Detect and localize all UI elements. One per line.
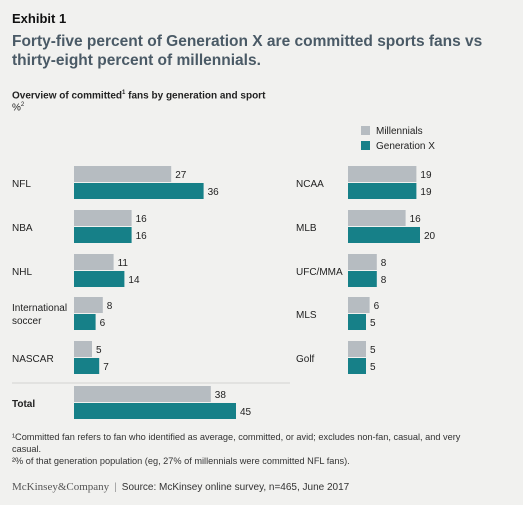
exhibit-label: Exhibit 1 — [12, 11, 67, 26]
data-label-genx-nhl: 14 — [128, 275, 140, 286]
chart-title: Forty-five percent of Generation X are c… — [12, 33, 483, 69]
data-label-millennials-mlb: 16 — [410, 214, 422, 225]
bar-millennials-ncaa — [348, 166, 417, 182]
category-label-golf: Golf — [296, 354, 315, 365]
bar-genx-ufc-mma — [348, 271, 377, 287]
data-label-genx-nfl: 36 — [208, 187, 220, 198]
bar-genx-nba — [74, 227, 132, 243]
bar-millennials-ufc-mma — [348, 254, 377, 270]
data-label-genx-total: 45 — [240, 407, 252, 418]
category-label-nhl: NHL — [12, 267, 32, 278]
category-label-nfl: NFL — [12, 179, 31, 190]
source-separator: | — [114, 482, 117, 493]
bar-genx-total — [74, 403, 236, 419]
source-text: Source: McKinsey online survey, n=465, J… — [121, 482, 350, 493]
bar-millennials-mlb — [348, 210, 406, 226]
legend-swatch-millennials — [361, 126, 370, 135]
data-label-millennials-nba: 16 — [136, 214, 148, 225]
bar-genx-nascar — [74, 358, 100, 374]
bar-genx-nhl — [74, 271, 125, 287]
bar-millennials-golf — [348, 341, 366, 357]
data-label-genx-ufc-mma: 8 — [381, 275, 387, 286]
data-label-millennials-total: 38 — [215, 390, 227, 401]
data-label-genx-golf: 5 — [370, 362, 376, 373]
legend-label-millennials: Millennials — [376, 126, 423, 137]
category-label-total: Total — [12, 399, 35, 410]
bar-chart: NFL 27 36 NBA 16 16 NHL 11 14 International soccer… — [12, 126, 436, 419]
bar-genx-ncaa — [348, 183, 417, 199]
data-label-genx-mlb: 20 — [424, 231, 436, 242]
legend-swatch-genx — [361, 141, 370, 150]
chart-subtitle: Overview of committed1 fans by generatio… — [12, 90, 266, 102]
footnote-1: ¹Committed fan refers to fan who identif… — [12, 432, 461, 454]
category-label-nba: NBA — [12, 223, 33, 234]
data-label-millennials-golf: 5 — [370, 345, 376, 356]
data-label-genx-nascar: 7 — [103, 362, 109, 373]
data-label-millennials-international-soccer: 8 — [107, 301, 113, 312]
data-label-millennials-nfl: 27 — [175, 170, 187, 181]
category-label-mlb: MLB — [296, 223, 317, 234]
data-label-millennials-nhl: 11 — [118, 258, 129, 269]
bar-millennials-nascar — [74, 341, 92, 357]
data-label-millennials-ufc-mma: 8 — [381, 258, 387, 269]
mckinsey-logo: McKinsey&Company — [12, 481, 110, 493]
bar-millennials-nfl — [74, 166, 172, 182]
footnote-2: ²% of that generation population (eg, 27… — [12, 456, 350, 466]
data-label-genx-ncaa: 19 — [420, 187, 432, 198]
bar-millennials-nba — [74, 210, 132, 226]
bar-genx-golf — [348, 358, 366, 374]
bar-millennials-total — [74, 386, 211, 402]
category-label-international-soccer-line2: soccer — [12, 316, 42, 327]
category-label-ncaa: NCAA — [296, 179, 324, 190]
category-label-ufc-mma: UFC/MMA — [296, 267, 343, 278]
bar-millennials-international-soccer — [74, 297, 103, 313]
bar-genx-nfl — [74, 183, 204, 199]
legend-label-genx: Generation X — [376, 141, 435, 152]
category-label-mls: MLS — [296, 310, 317, 321]
bar-genx-mlb — [348, 227, 420, 243]
data-label-millennials-mls: 6 — [374, 301, 380, 312]
bar-genx-international-soccer — [74, 314, 96, 330]
data-label-genx-mls: 5 — [370, 318, 376, 329]
data-label-genx-international-soccer: 6 — [100, 318, 106, 329]
category-label-nascar: NASCAR — [12, 354, 54, 365]
data-label-millennials-nascar: 5 — [96, 345, 102, 356]
bar-genx-mls — [348, 314, 366, 330]
data-label-millennials-ncaa: 19 — [420, 170, 432, 181]
bar-millennials-nhl — [74, 254, 114, 270]
bar-millennials-mls — [348, 297, 370, 313]
source-line: McKinsey&Company | Source: McKinsey online… — [12, 481, 349, 493]
chart-unit: %2 — [12, 102, 25, 114]
data-label-genx-nba: 16 — [136, 231, 148, 242]
category-label-international-soccer: International — [12, 303, 67, 314]
